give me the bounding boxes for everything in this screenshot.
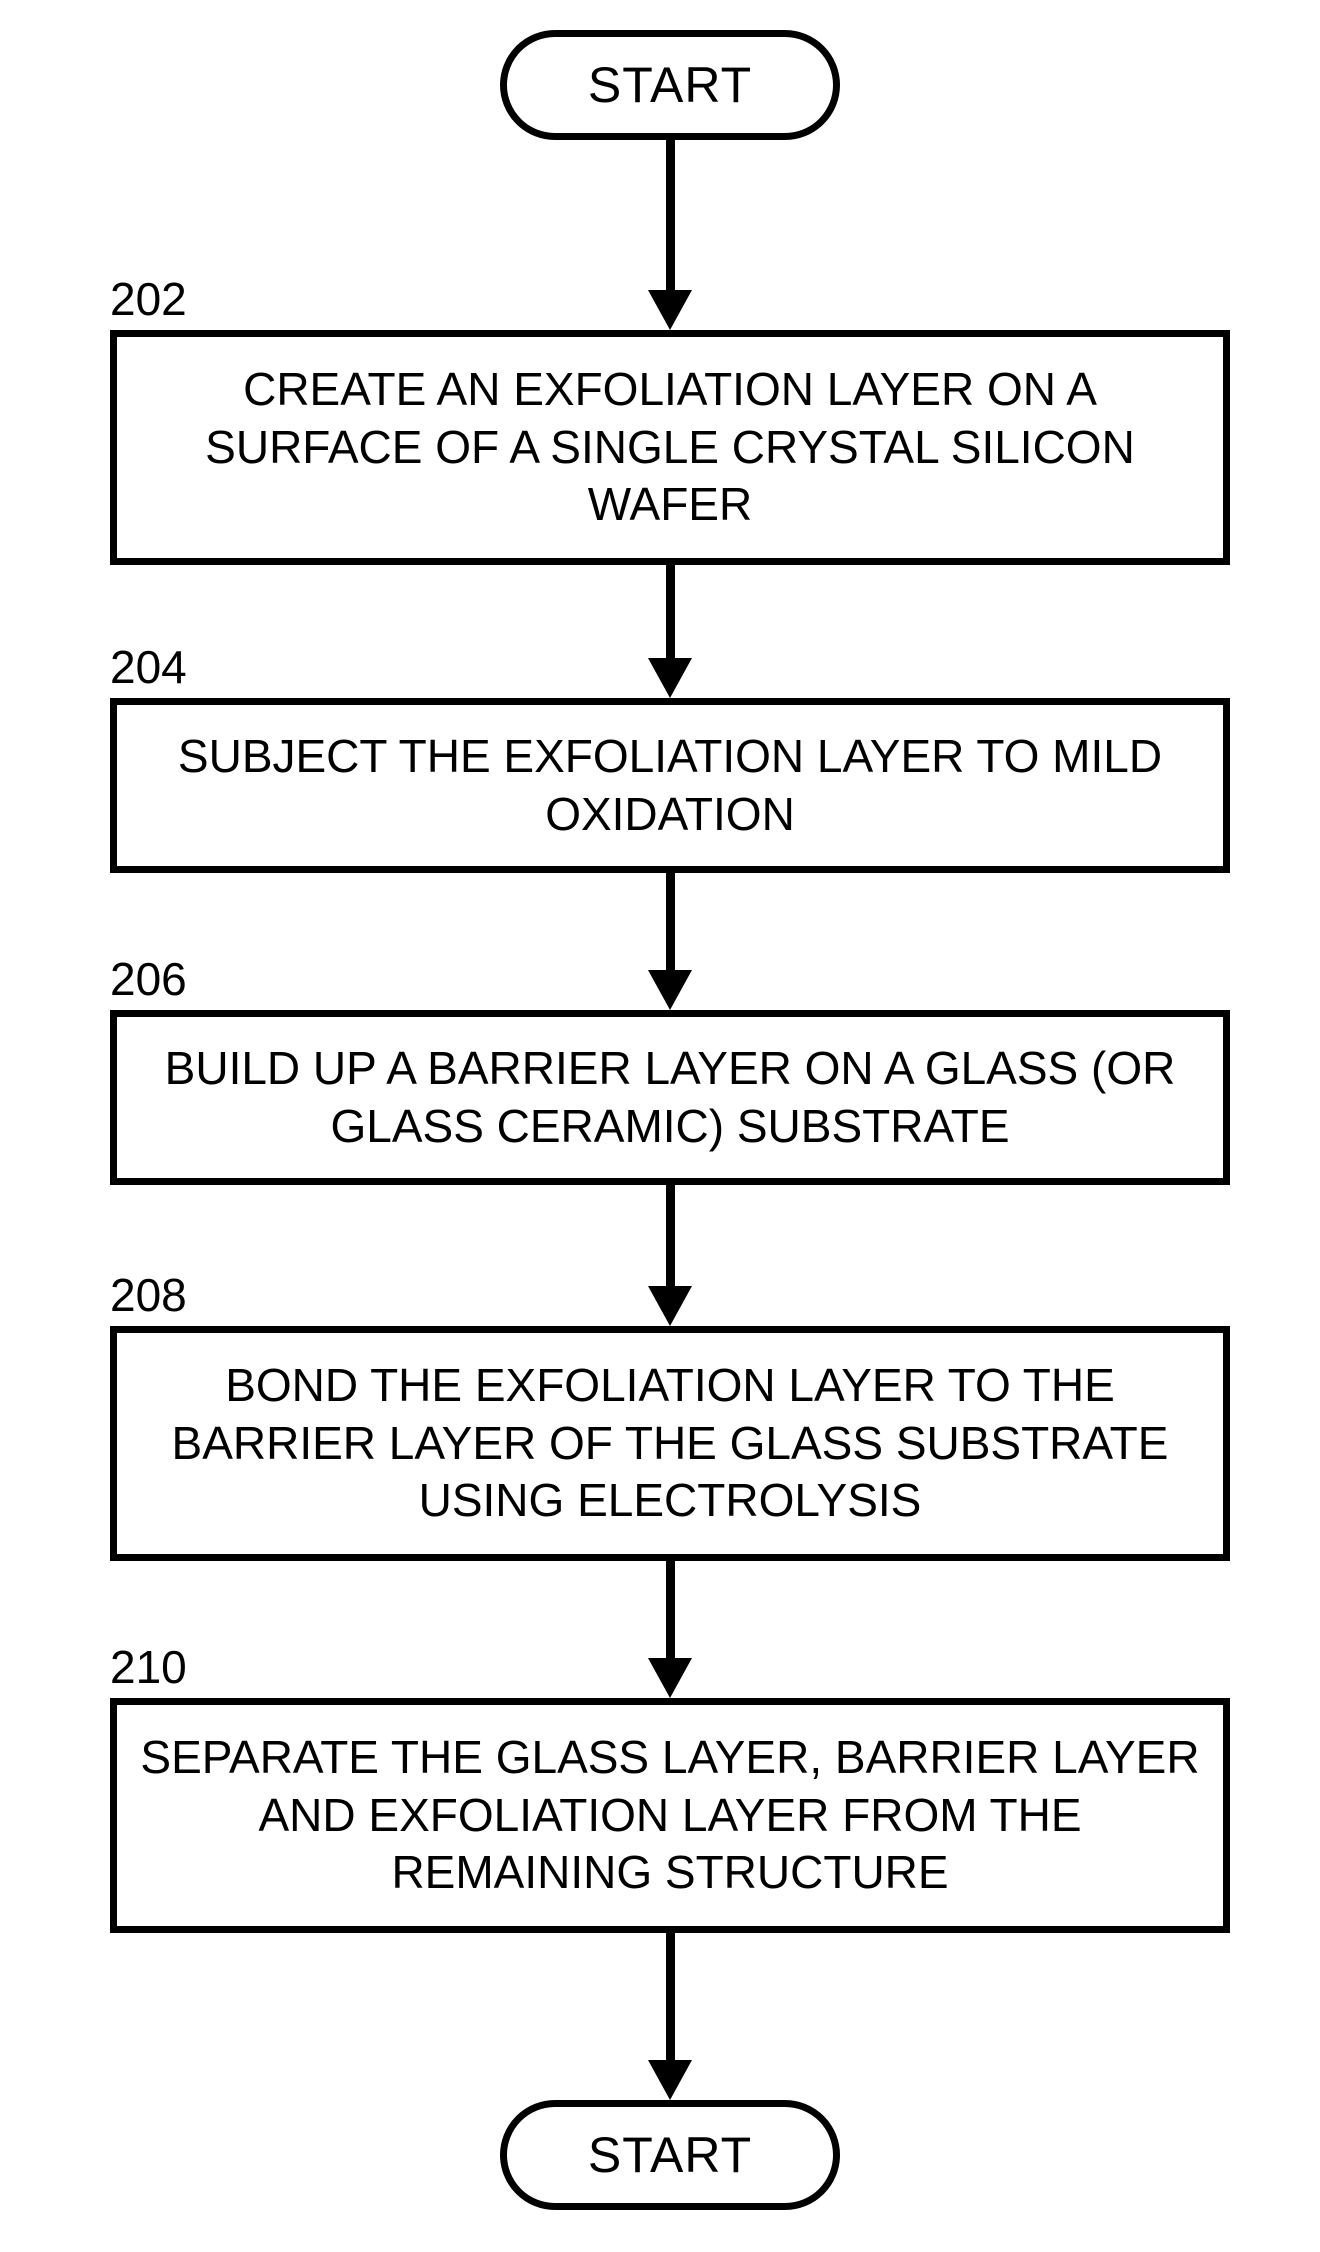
- arrow-line-2: [666, 873, 675, 970]
- arrow-head-0: [648, 290, 692, 330]
- flowchart-canvas: START 202 CREATE AN EXFOLIATION LAYER ON A…: [0, 0, 1320, 2252]
- arrow-head-3: [648, 1286, 692, 1326]
- process-text-206: BUILD UP A BARRIER LAYER ON A GLASS (OR …: [137, 1040, 1203, 1155]
- arrow-line-4: [666, 1561, 675, 1658]
- arrow-head-2: [648, 970, 692, 1010]
- process-box-202: CREATE AN EXFOLIATION LAYER ON A SURFACE…: [110, 330, 1230, 565]
- arrow-line-1: [666, 565, 675, 658]
- process-text-202: CREATE AN EXFOLIATION LAYER ON A SURFACE…: [137, 361, 1203, 534]
- end-terminator-label: START: [588, 2126, 752, 2184]
- process-box-206: BUILD UP A BARRIER LAYER ON A GLASS (OR …: [110, 1010, 1230, 1185]
- step-label-206: 206: [110, 952, 187, 1006]
- arrow-line-3: [666, 1185, 675, 1286]
- start-terminator-label: START: [588, 56, 752, 114]
- step-label-208: 208: [110, 1268, 187, 1322]
- process-text-210: SEPARATE THE GLASS LAYER, BARRIER LAYER …: [137, 1729, 1203, 1902]
- process-box-204: SUBJECT THE EXFOLIATION LAYER TO MILD OX…: [110, 698, 1230, 873]
- process-box-208: BOND THE EXFOLIATION LAYER TO THE BARRIE…: [110, 1326, 1230, 1561]
- process-text-208: BOND THE EXFOLIATION LAYER TO THE BARRIE…: [137, 1357, 1203, 1530]
- process-box-210: SEPARATE THE GLASS LAYER, BARRIER LAYER …: [110, 1698, 1230, 1933]
- step-label-210: 210: [110, 1640, 187, 1694]
- arrow-line-0: [666, 140, 675, 290]
- arrow-head-1: [648, 658, 692, 698]
- arrow-head-5: [648, 2060, 692, 2100]
- start-terminator: START: [500, 30, 840, 140]
- arrow-line-5: [666, 1933, 675, 2060]
- arrow-head-4: [648, 1658, 692, 1698]
- process-text-204: SUBJECT THE EXFOLIATION LAYER TO MILD OX…: [137, 728, 1203, 843]
- end-terminator: START: [500, 2100, 840, 2210]
- step-label-202: 202: [110, 272, 187, 326]
- step-label-204: 204: [110, 640, 187, 694]
